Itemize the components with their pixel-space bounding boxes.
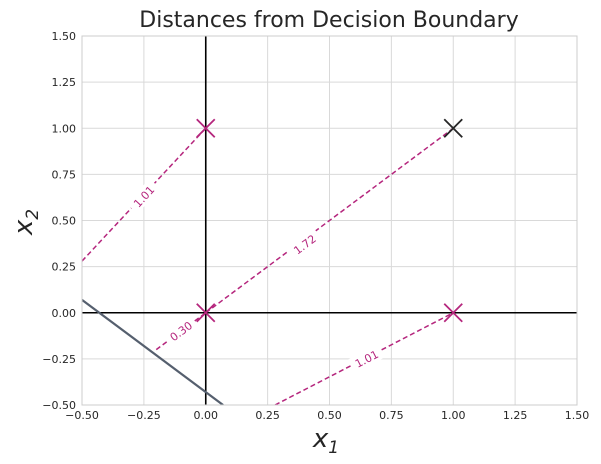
y-tick-label: 0.75 (52, 168, 77, 181)
data-point-marker (196, 118, 216, 138)
distance-label: 1.01 (347, 343, 385, 373)
x-tick-label: −0.25 (127, 409, 161, 422)
distance-line (205, 127, 454, 314)
y-tick-label: −0.50 (42, 399, 76, 412)
y-tick-label: 1.50 (52, 30, 77, 43)
data-point-marker (443, 303, 463, 323)
y-tick-label: 0.00 (52, 307, 77, 320)
x-tick-label: 0.00 (194, 409, 219, 422)
x-tick-label: −0.50 (65, 409, 99, 422)
origin-axes (82, 36, 577, 405)
x-tick-label: 1.50 (565, 409, 590, 422)
boundary-line (82, 298, 224, 405)
data-point-marker (443, 118, 463, 138)
x-tick-label: 1.00 (441, 409, 466, 422)
x-tick-label: 0.25 (255, 409, 280, 422)
y-tick-label: 1.00 (52, 122, 77, 135)
x-tick-label: 0.50 (317, 409, 342, 422)
data-points (196, 118, 463, 323)
x-tick-label: 0.75 (379, 409, 404, 422)
x-tick-labels: −0.50 −0.25 0.00 0.25 0.50 0.75 1.00 1.25 1.50 (65, 409, 589, 422)
chart-title: Distances from Decision Boundary (139, 8, 518, 33)
x-tick-label: 1.25 (503, 409, 528, 422)
y-tick-label: 0.25 (52, 261, 77, 274)
y-axis-label: x2 (9, 209, 43, 236)
plot-frame (81, 35, 578, 406)
y-tick-label: −0.25 (42, 353, 76, 366)
distance-label: 1.72 (286, 227, 323, 261)
decision-boundary (82, 298, 224, 405)
distance-line (155, 312, 207, 351)
y-tick-label: 1.25 (52, 76, 77, 89)
distance-label: 0.30 (162, 314, 199, 347)
x-axis-label: x1 (312, 424, 339, 458)
distance-label: 1.01 (126, 178, 161, 214)
y-tick-labels: −0.50 −0.25 0.00 0.25 0.50 0.75 1.00 1.25 1.50 (42, 30, 76, 412)
data-point-marker (196, 303, 216, 323)
y-tick-label: 0.50 (52, 215, 77, 228)
